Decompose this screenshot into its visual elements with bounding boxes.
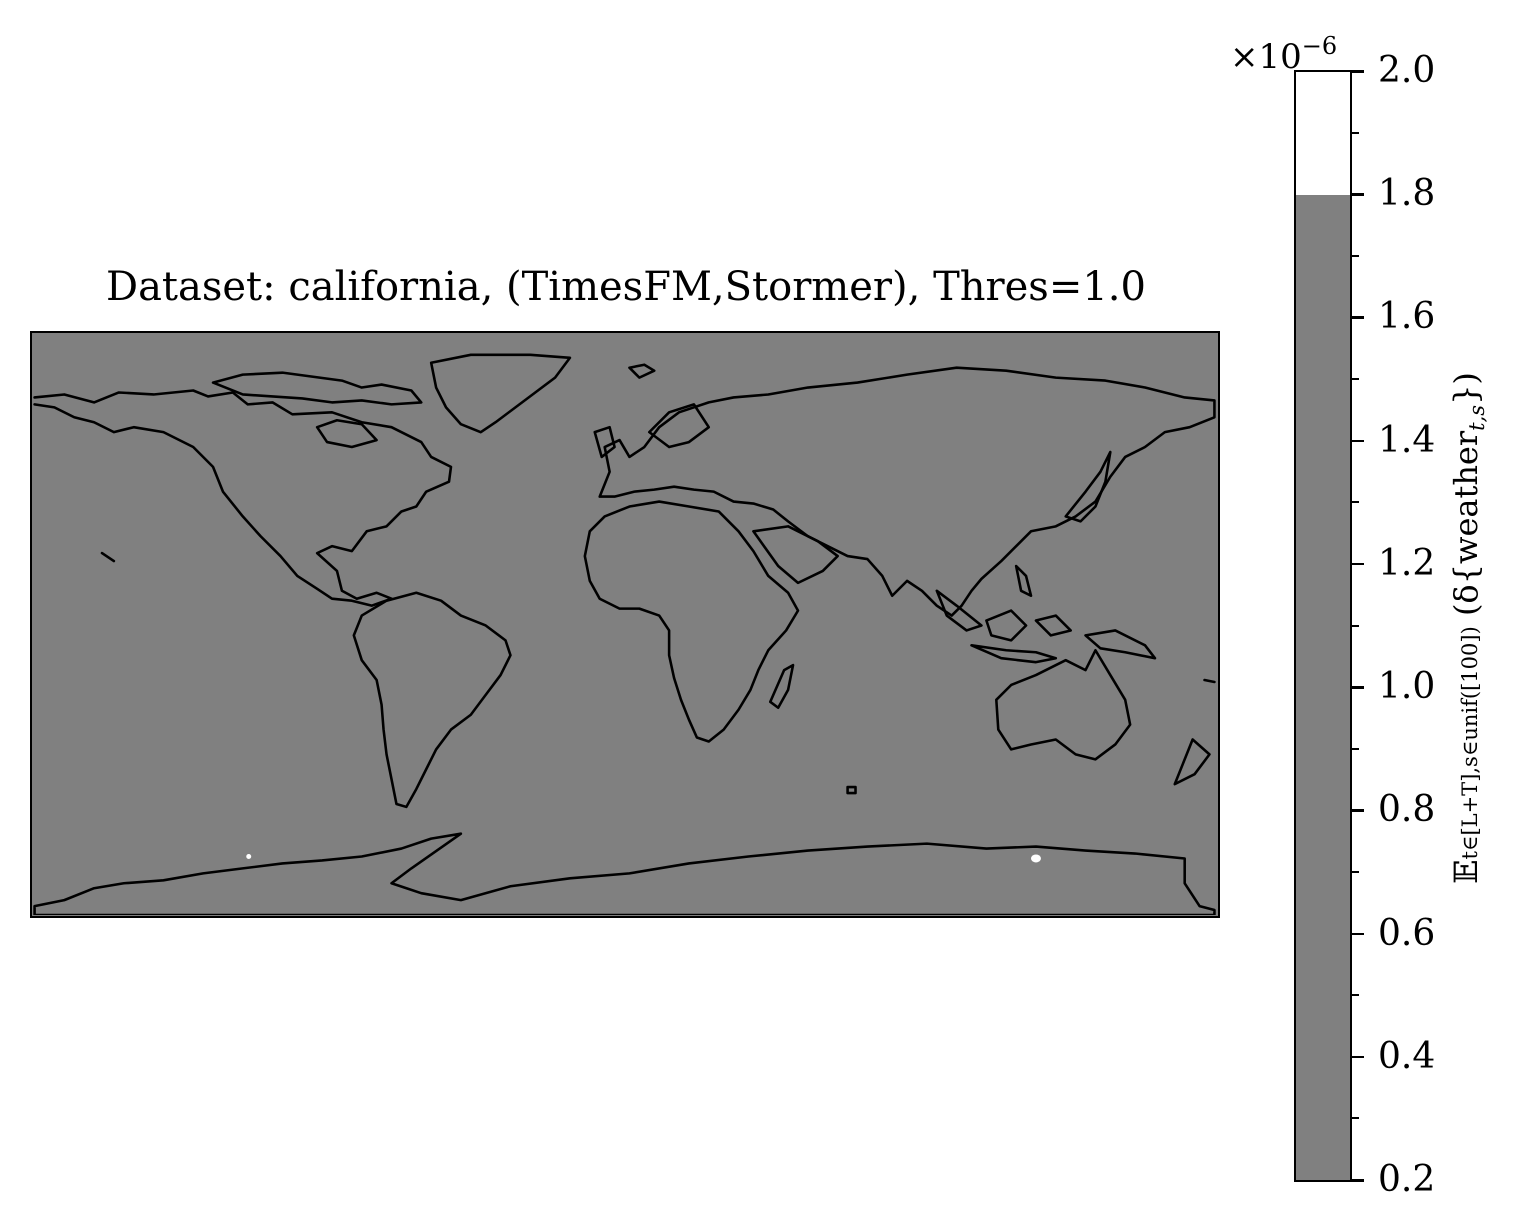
colorbar-tick-label: 1.6 — [1378, 296, 1436, 338]
highlight-spot — [246, 854, 252, 859]
colorbar-tick — [1352, 70, 1364, 73]
colorbar-minor-tick — [1352, 870, 1359, 873]
colorbar-tick-label: 1.0 — [1378, 666, 1436, 708]
colorbar-minor-tick — [1352, 994, 1359, 997]
colorbar-tick-label: 2.0 — [1378, 50, 1436, 91]
coastline-north-america — [33, 389, 453, 607]
colorbar-tick — [1352, 439, 1364, 443]
coastline-africa — [583, 500, 800, 743]
colorbar-tick-label: 1.2 — [1378, 542, 1436, 584]
colorbar-tick — [1352, 1179, 1364, 1182]
colorbar-minor-tick — [1352, 378, 1359, 381]
highlight-spot — [1031, 854, 1041, 863]
coastline-antarctica — [33, 832, 1216, 915]
colorbar-minor-tick — [1352, 254, 1359, 257]
colorbar-tick — [1352, 193, 1364, 196]
colorbar-tick-label: 0.4 — [1378, 1035, 1436, 1077]
coastline-arctic-islands — [211, 371, 423, 406]
colorbar-tick — [1352, 316, 1364, 319]
colorbar-above-range — [1296, 72, 1350, 196]
world-map — [30, 331, 1220, 918]
colorbar-minor-tick — [1352, 1117, 1359, 1120]
colorbar-tick-label: 0.8 — [1378, 789, 1436, 831]
colorbar-tick-label: 0.6 — [1378, 912, 1436, 954]
colorbar-minor-tick — [1352, 501, 1359, 504]
chart-title: Dataset: california, (TimesFM,Stormer), … — [106, 264, 1146, 310]
colorbar-tick-label: 0.2 — [1378, 1159, 1436, 1200]
colorbar-offset-text: ×10−6 — [1230, 32, 1338, 77]
colorbar-minor-tick — [1352, 131, 1359, 134]
colorbar-tick — [1352, 809, 1364, 812]
colorbar-tick — [1352, 562, 1364, 566]
colorbar-minor-tick — [1352, 747, 1359, 750]
colorbar-tick-label: 1.8 — [1378, 173, 1436, 215]
colorbar-tick — [1352, 1055, 1364, 1059]
coastline-arabia — [752, 525, 839, 585]
colorbar-label: 𝔼t∈[L+T],s∈unif([100]) (δ{weathert,s}) — [1446, 372, 1490, 884]
coastline-south-america — [352, 591, 512, 809]
colorbar-minor-tick — [1352, 624, 1359, 627]
colorbar-tick — [1352, 686, 1364, 689]
coastline-map — [33, 353, 1216, 915]
coastline-greenland — [429, 353, 572, 434]
colorbar-tick — [1352, 932, 1364, 936]
coastline-australia — [995, 648, 1132, 761]
colorbar — [1294, 70, 1352, 1182]
coastline-eurasia — [598, 366, 1216, 617]
colorbar-tick-label: 1.4 — [1378, 419, 1436, 461]
